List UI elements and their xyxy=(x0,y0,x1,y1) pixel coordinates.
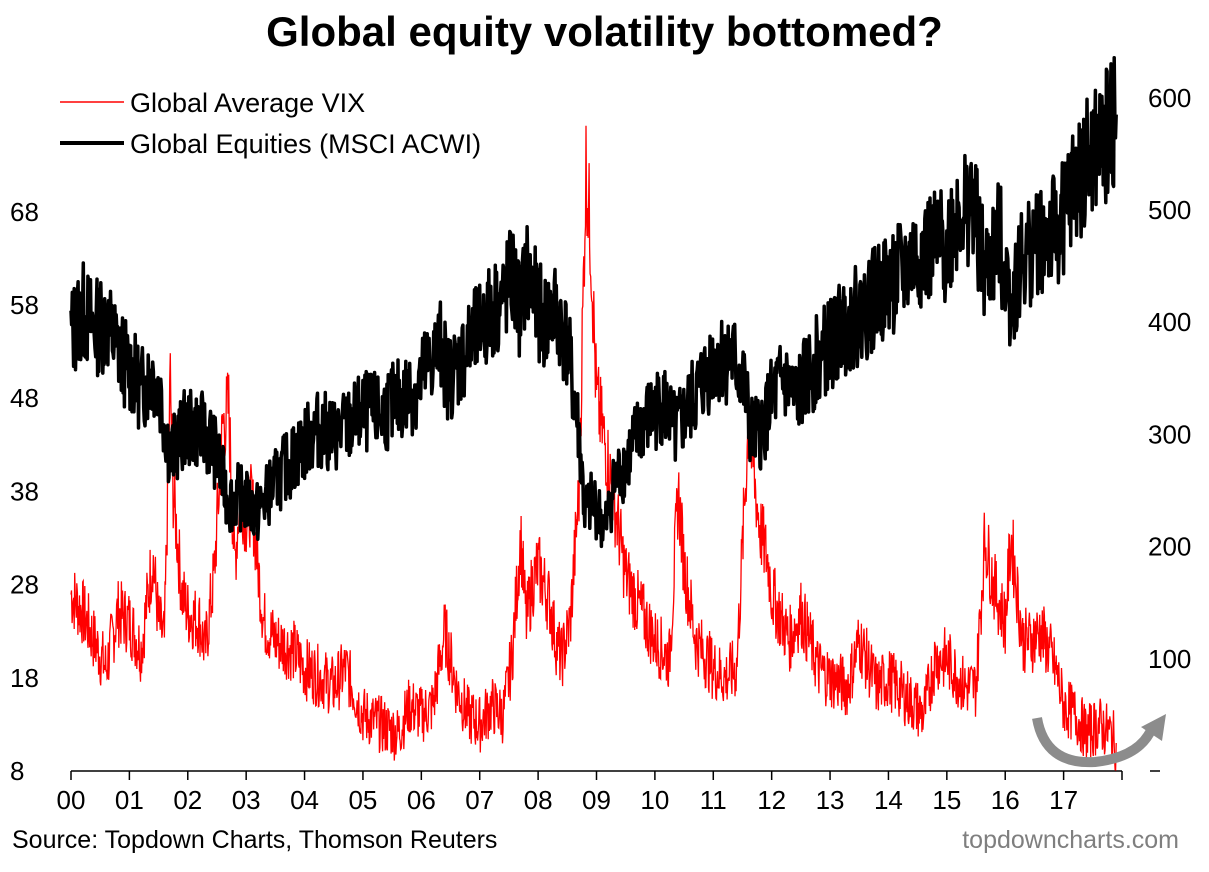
x-tick-label: 14 xyxy=(874,785,903,815)
x-tick-label: 03 xyxy=(232,785,261,815)
x-tick-label: 17 xyxy=(1049,785,1078,815)
left-tick-label: 48 xyxy=(10,383,39,413)
right-tick-label: 500 xyxy=(1148,195,1191,225)
x-tick-label: 05 xyxy=(348,785,377,815)
left-tick-label: 18 xyxy=(10,663,39,693)
left-tick-label: 28 xyxy=(10,570,39,600)
source-note: Source: Topdown Charts, Thomson Reuters xyxy=(12,826,498,854)
x-tick-label: 02 xyxy=(173,785,202,815)
x-tick-label: 10 xyxy=(640,785,669,815)
x-tick-label: 15 xyxy=(932,785,961,815)
series-layer xyxy=(69,56,1118,771)
axes: 00 01 02 03 04 05 06 07 08 09 10 11 12 13 14 15 16 17 68 58… xyxy=(10,83,1191,815)
x-tick-label: 06 xyxy=(407,785,436,815)
brand-watermark: topdowncharts.com xyxy=(962,826,1179,854)
left-tick-label: 58 xyxy=(10,290,39,320)
curved-arrow-annotation xyxy=(1032,714,1166,768)
left-tick-label: 8 xyxy=(10,756,24,786)
right-tick-label: 300 xyxy=(1148,419,1191,449)
right-tick-label: 100 xyxy=(1148,644,1191,674)
legend-label-vix: Global Average VIX xyxy=(130,88,365,118)
x-tick-label: 00 xyxy=(57,785,86,815)
right-tick-label: 200 xyxy=(1148,532,1191,562)
left-tick-label: 38 xyxy=(10,476,39,506)
legend: Global Average VIX Global Equities (MSCI… xyxy=(60,88,481,159)
curved-arrow-icon xyxy=(1032,716,1157,768)
x-tick-label: 16 xyxy=(991,785,1020,815)
x-tick-label: 07 xyxy=(465,785,494,815)
right-tick-label: 600 xyxy=(1148,83,1191,113)
right-tick-label: 400 xyxy=(1148,307,1191,337)
series-global-equities-msci-acwi xyxy=(69,56,1118,549)
left-tick-label: 68 xyxy=(10,197,39,227)
x-tick-label: 09 xyxy=(582,785,611,815)
arrow-head-icon xyxy=(1141,714,1166,741)
chart-title: Global equity volatility bottomed? xyxy=(266,8,943,55)
x-tick-label: 01 xyxy=(115,785,144,815)
x-tick-label: 11 xyxy=(700,785,727,815)
x-tick-label: 12 xyxy=(757,785,786,815)
x-tick-label: 04 xyxy=(290,785,319,815)
x-tick-label: 13 xyxy=(816,785,845,815)
x-tick-label: 08 xyxy=(524,785,553,815)
legend-label-acwi: Global Equities (MSCI ACWI) xyxy=(130,129,481,159)
